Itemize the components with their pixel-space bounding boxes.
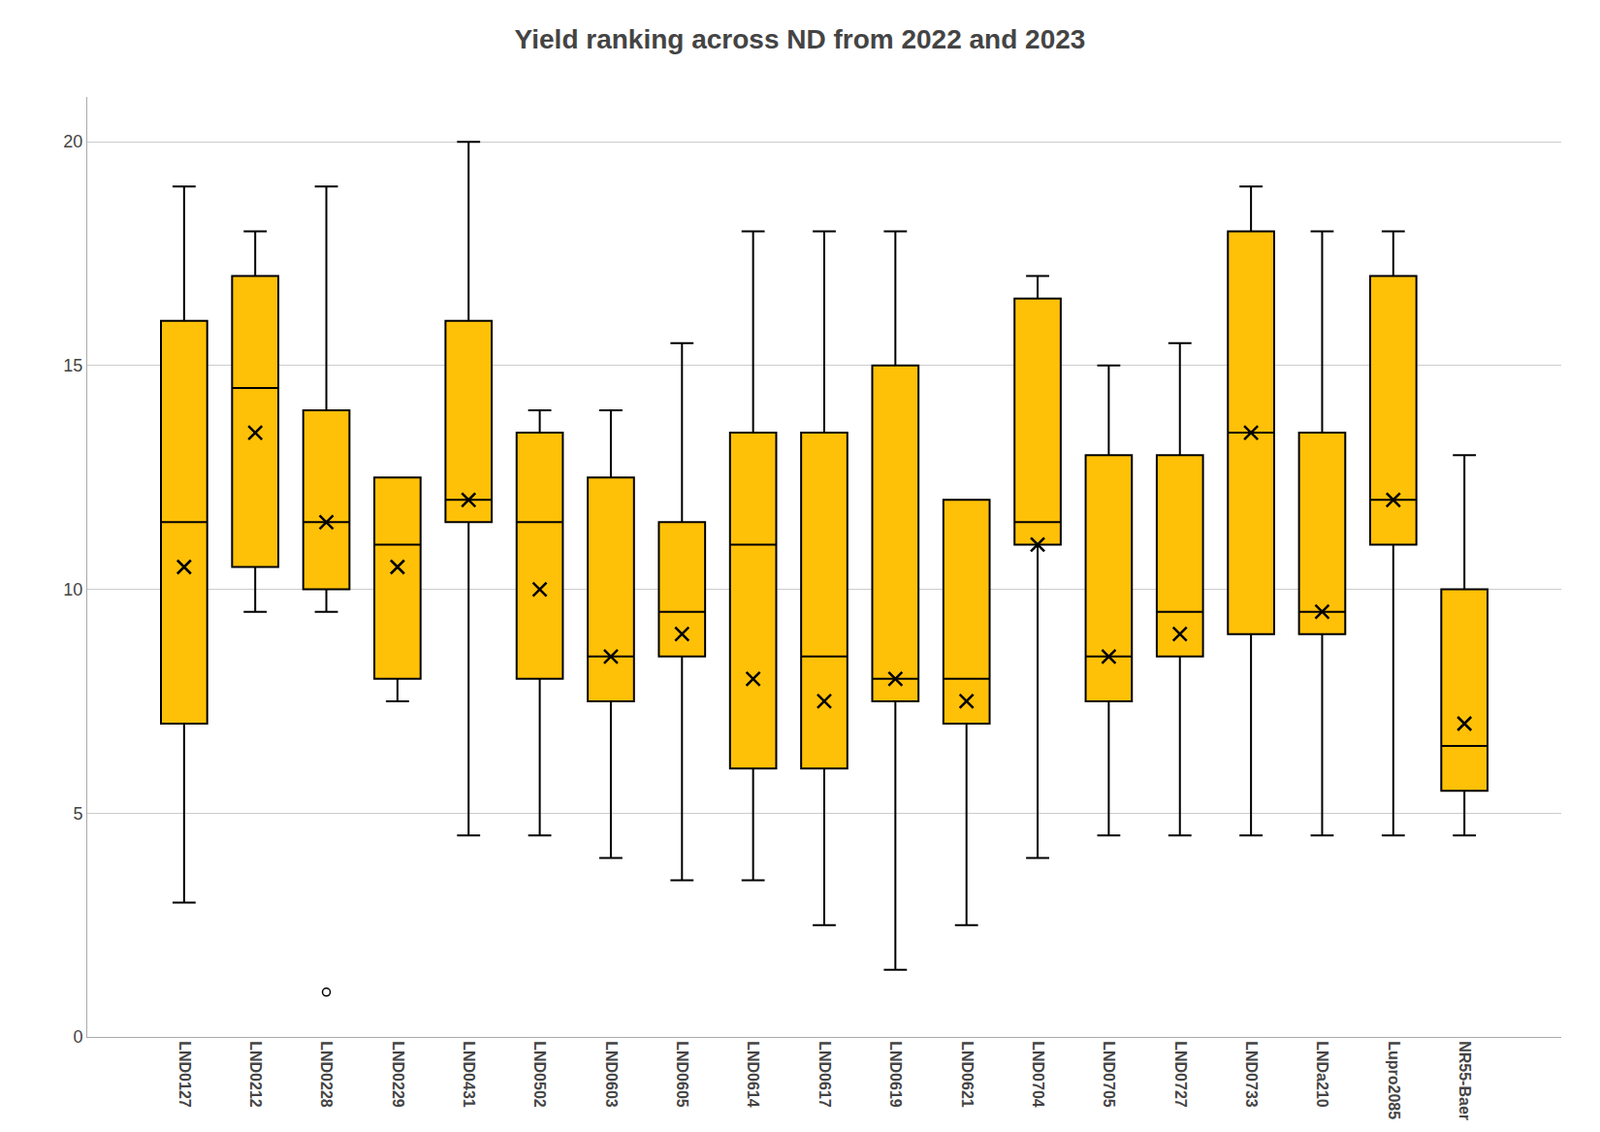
svg-text:LND0705: LND0705 xyxy=(1100,1040,1118,1108)
svg-text:LND0619: LND0619 xyxy=(887,1040,904,1108)
svg-text:LND0617: LND0617 xyxy=(816,1040,833,1108)
svg-text:Lupro2085: Lupro2085 xyxy=(1385,1040,1403,1120)
svg-text:LND0212: LND0212 xyxy=(247,1040,264,1108)
svg-text:20: 20 xyxy=(63,131,83,152)
svg-text:LND0127: LND0127 xyxy=(176,1040,193,1108)
svg-text:LND0605: LND0605 xyxy=(673,1040,691,1108)
svg-text:LND0431: LND0431 xyxy=(460,1040,478,1108)
svg-text:LND0229: LND0229 xyxy=(389,1040,407,1108)
svg-text:5: 5 xyxy=(72,803,83,824)
svg-text:LND0614: LND0614 xyxy=(744,1040,762,1108)
svg-text:15: 15 xyxy=(63,355,83,376)
svg-text:Yield ranking across ND from 2: Yield ranking across ND from 2022 and 20… xyxy=(514,24,1087,55)
svg-text:LND0621: LND0621 xyxy=(959,1040,976,1108)
svg-text:LND0228: LND0228 xyxy=(318,1040,335,1108)
svg-text:LND0727: LND0727 xyxy=(1172,1040,1189,1108)
svg-text:LND0502: LND0502 xyxy=(531,1040,548,1108)
svg-text:0: 0 xyxy=(72,1026,83,1047)
svg-text:NR55-Baer: NR55-Baer xyxy=(1456,1040,1473,1120)
svg-text:LNDa210: LNDa210 xyxy=(1313,1040,1331,1108)
svg-text:10: 10 xyxy=(63,579,83,600)
svg-text:LND0603: LND0603 xyxy=(603,1040,620,1108)
svg-text:LND0733: LND0733 xyxy=(1243,1040,1260,1108)
svg-text:LND0704: LND0704 xyxy=(1029,1040,1047,1108)
